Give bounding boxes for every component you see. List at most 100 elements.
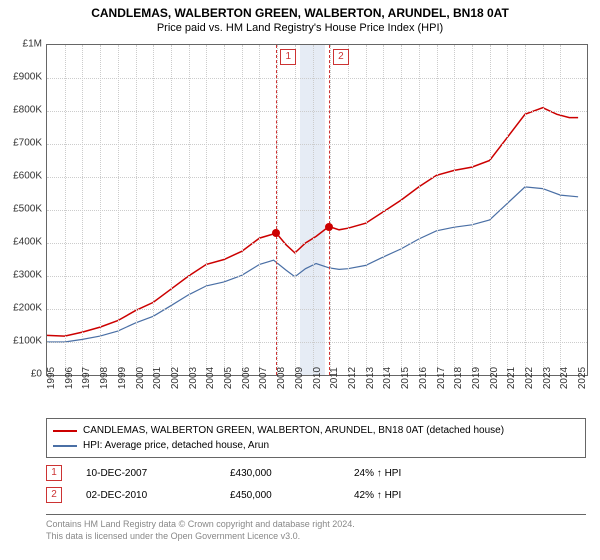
gridline-vertical	[118, 45, 119, 375]
x-axis-label: 1997	[81, 367, 92, 389]
x-axis-label: 2022	[524, 367, 535, 389]
marker-line	[276, 45, 277, 375]
gridline-vertical	[224, 45, 225, 375]
gridline-vertical	[330, 45, 331, 375]
y-axis-label: £700K	[13, 138, 42, 149]
gridline-horizontal	[47, 177, 587, 178]
marker-line	[329, 45, 330, 375]
table-row: 202-DEC-2010£450,00042% ↑ HPI	[46, 484, 586, 506]
gridline-vertical	[472, 45, 473, 375]
table-price: £430,000	[230, 468, 320, 479]
gridline-vertical	[153, 45, 154, 375]
marker-dot	[325, 223, 333, 231]
x-axis-label: 1996	[64, 367, 75, 389]
gridline-horizontal	[47, 111, 587, 112]
x-axis-label: 2007	[258, 367, 269, 389]
x-axis-label: 2003	[188, 367, 199, 389]
gridline-vertical	[313, 45, 314, 375]
legend-row: CANDLEMAS, WALBERTON GREEN, WALBERTON, A…	[53, 423, 579, 438]
marker-label: 2	[333, 49, 349, 65]
x-axis-label: 2005	[223, 367, 234, 389]
gridline-vertical	[242, 45, 243, 375]
x-axis-label: 2008	[276, 367, 287, 389]
marker-dot	[272, 229, 280, 237]
y-axis-label: £100K	[13, 336, 42, 347]
chart-subtitle: Price paid vs. HM Land Registry's House …	[0, 22, 600, 38]
gridline-vertical	[383, 45, 384, 375]
gridline-vertical	[82, 45, 83, 375]
x-axis-label: 2011	[329, 367, 340, 389]
footer-line-2: This data is licensed under the Open Gov…	[46, 531, 586, 543]
x-axis-label: 2025	[577, 367, 588, 389]
footer-line-1: Contains HM Land Registry data © Crown c…	[46, 519, 586, 531]
gridline-vertical	[136, 45, 137, 375]
x-axis-label: 2000	[135, 367, 146, 389]
x-axis-label: 2014	[382, 367, 393, 389]
gridline-vertical	[100, 45, 101, 375]
gridline-horizontal	[47, 309, 587, 310]
y-axis-label: £400K	[13, 237, 42, 248]
chart-title: CANDLEMAS, WALBERTON GREEN, WALBERTON, A…	[0, 0, 600, 22]
table-delta: 24% ↑ HPI	[354, 468, 401, 479]
x-axis-label: 2002	[170, 367, 181, 389]
gridline-vertical	[277, 45, 278, 375]
table-row: 1 10-DEC-2007 £430,000 24% ↑ HPI	[46, 462, 586, 484]
x-axis-label: 2023	[542, 367, 553, 389]
y-axis-label: £200K	[13, 303, 42, 314]
x-axis-label: 2016	[418, 367, 429, 389]
x-axis-label: 2020	[489, 367, 500, 389]
y-axis-label: £500K	[13, 204, 42, 215]
x-axis-label: 2017	[436, 367, 447, 389]
gridline-horizontal	[47, 78, 587, 79]
gridline-horizontal	[47, 342, 587, 343]
chart-container: CANDLEMAS, WALBERTON GREEN, WALBERTON, A…	[0, 0, 600, 560]
gridline-vertical	[401, 45, 402, 375]
table-date: 10-DEC-2007	[86, 468, 196, 479]
x-axis-label: 2009	[294, 367, 305, 389]
gridline-vertical	[490, 45, 491, 375]
gridline-vertical	[206, 45, 207, 375]
x-axis-label: 1999	[117, 367, 128, 389]
legend-swatch	[53, 445, 77, 447]
legend: CANDLEMAS, WALBERTON GREEN, WALBERTON, A…	[46, 418, 586, 458]
x-axis-label: 2019	[471, 367, 482, 389]
gridline-horizontal	[47, 144, 587, 145]
x-axis-label: 2001	[152, 367, 163, 389]
y-axis-label: £900K	[13, 72, 42, 83]
table-delta: 42% ↑ HPI	[354, 490, 401, 501]
gridline-vertical	[560, 45, 561, 375]
y-axis-label: £800K	[13, 105, 42, 116]
plot-area: 12	[46, 44, 588, 376]
x-axis-label: 2024	[559, 367, 570, 389]
gridline-horizontal	[47, 210, 587, 211]
legend-label: HPI: Average price, detached house, Arun	[83, 438, 269, 453]
legend-label: CANDLEMAS, WALBERTON GREEN, WALBERTON, A…	[83, 423, 504, 438]
y-axis-label: £600K	[13, 171, 42, 182]
table-marker: 1	[46, 465, 62, 481]
x-axis-label: 1998	[99, 367, 110, 389]
table-marker: 2	[46, 487, 62, 503]
gridline-horizontal	[47, 243, 587, 244]
gridline-vertical	[543, 45, 544, 375]
gridline-vertical	[507, 45, 508, 375]
x-axis-label: 2013	[365, 367, 376, 389]
y-axis-label: £300K	[13, 270, 42, 281]
legend-swatch	[53, 430, 77, 432]
x-axis-label: 2018	[453, 367, 464, 389]
gridline-vertical	[171, 45, 172, 375]
gridline-vertical	[295, 45, 296, 375]
table-price: £450,000	[230, 490, 320, 501]
x-axis-label: 2021	[506, 367, 517, 389]
gridline-vertical	[259, 45, 260, 375]
legend-row: HPI: Average price, detached house, Arun	[53, 438, 579, 453]
gridline-horizontal	[47, 276, 587, 277]
x-axis-label: 2004	[205, 367, 216, 389]
gridline-vertical	[419, 45, 420, 375]
x-axis-label: 2012	[347, 367, 358, 389]
y-axis-label: £1M	[23, 39, 42, 50]
sales-table: 110-DEC-2007£430,00024% ↑ HPI202-DEC-201…	[46, 462, 586, 506]
marker-label: 1	[280, 49, 296, 65]
gridline-vertical	[65, 45, 66, 375]
gridline-vertical	[454, 45, 455, 375]
x-axis-label: 2006	[241, 367, 252, 389]
